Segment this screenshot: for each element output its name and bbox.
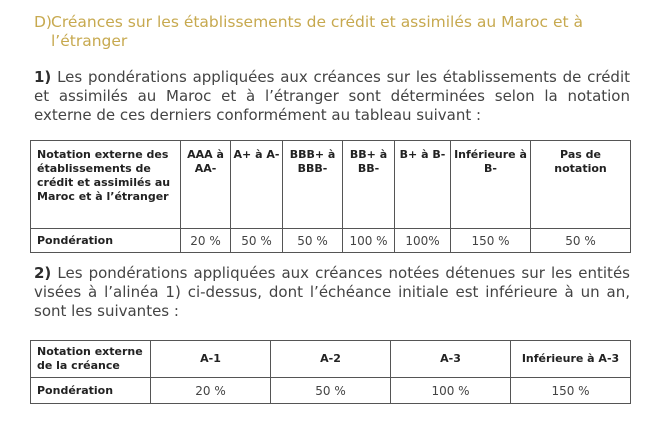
paragraph-1-text: Les pondérations appliquées aux créances… [34,68,630,124]
table1-col-header: Inférieure à B- [450,140,531,229]
table1-col-header: A+ à A- [230,140,283,229]
table2-col-header: A-1 [150,340,271,378]
table1-header-label: Notation externe des établissements de c… [30,140,181,229]
table1-col-header: B+ à B- [394,140,451,229]
table2-row-label: Pondération [30,377,151,404]
table1-col-header: BB+ à BB- [342,140,395,229]
table1-cell: 50 % [282,228,343,253]
table1-row-label: Pondération [30,228,181,253]
table2-col-header: A-3 [390,340,511,378]
paragraph-2-text: Les pondérations appliquées aux créances… [34,264,630,320]
paragraph-1-number: 1) [34,68,52,86]
table2-cell: 100 % [390,377,511,404]
paragraph-1: 1) Les pondérations appliquées aux créan… [34,68,630,125]
table2-header-label: Notation externe de la créance [30,340,151,378]
table1-cell: 150 % [450,228,531,253]
section-title: Créances sur les établissements de crédi… [51,13,584,50]
paragraph-2: 2) Les pondérations appliquées aux créan… [34,264,630,321]
table2-col-header: A-2 [270,340,391,378]
table1-cell: 50 % [230,228,283,253]
table1-col-header: AAA à AA- [180,140,231,229]
table1-cell: 100% [394,228,451,253]
weighting-table-1: Notation externe des établissements de c… [30,140,631,253]
table1-cell: 100 % [342,228,395,253]
table1-cell: 20 % [180,228,231,253]
table2-cell: 50 % [270,377,391,404]
table2-cell: 20 % [150,377,271,404]
table1-col-header: Pas de notation [530,140,631,229]
section-letter: D) [34,13,52,31]
paragraph-2-number: 2) [34,264,52,282]
table1-col-header: BBB+ à BBB- [282,140,343,229]
section-heading: D) Créances sur les établissements de cr… [34,13,634,51]
table2-col-header: Inférieure à A-3 [510,340,631,378]
table2-cell: 150 % [510,377,631,404]
table1-cell: 50 % [530,228,631,253]
weighting-table-2: Notation externe de la créance A-1 A-2 A… [30,340,631,404]
